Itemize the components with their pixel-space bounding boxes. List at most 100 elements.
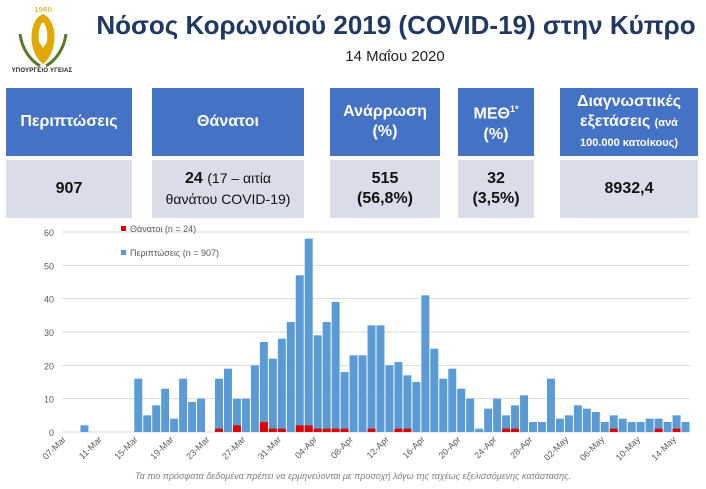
case-bar (529, 422, 537, 432)
x-tick-label: 12-Apr (365, 434, 391, 460)
x-tick-label: 11-Mar (77, 434, 104, 461)
cases-value: 907 (6, 160, 132, 218)
case-bar (188, 402, 197, 432)
footnote: Τα πιο πρόσφατα δεδομένα πρέπει να ερμην… (134, 471, 572, 481)
death-bar (277, 428, 286, 432)
case-bar (250, 365, 259, 432)
case-bar (484, 408, 493, 432)
death-bar (313, 428, 322, 432)
cases-header: Περιπτώσεις (6, 88, 132, 156)
x-tick-label: 06-May (578, 434, 607, 463)
case-bar (457, 388, 466, 432)
case-bar (511, 405, 520, 432)
y-tick-label: 40 (44, 295, 54, 305)
y-tick-label: 10 (44, 395, 54, 405)
case-bar (143, 415, 152, 432)
case-bar (313, 335, 322, 432)
case-bar (232, 398, 241, 432)
case-bar (591, 412, 600, 432)
x-tick-label: 08-Apr (329, 434, 355, 460)
case-bar (197, 398, 206, 432)
case-bar (223, 368, 232, 432)
case-bar (537, 422, 546, 432)
tests-header: Διαγνωστικές εξετάσεις (ανά 100.000 κατοίκ… (560, 88, 698, 156)
case-bar (564, 415, 573, 432)
case-bar (609, 415, 618, 432)
case-bar (394, 362, 403, 432)
deaths-value: 24 (17 – αιτία θανάτου COVID-19) (152, 160, 304, 218)
death-bar (672, 428, 681, 432)
x-tick-label: 24-Apr (472, 434, 498, 460)
page-title: Νόσος Κορωνοϊού 2019 (COVID-19) στην Κύπ… (96, 10, 696, 40)
case-bar (331, 302, 340, 432)
death-bar (331, 428, 340, 432)
x-tick-label: 15-Mar (112, 434, 139, 461)
case-bar (475, 428, 484, 432)
case-bar (627, 422, 636, 432)
x-tick-label: 31-Mar (256, 434, 283, 461)
death-bar (340, 428, 349, 432)
report-date: 14 Μαΐου 2020 (345, 48, 445, 65)
x-tick-label: 10-May (614, 434, 643, 463)
case-bar (295, 275, 304, 432)
x-tick-label: 23-Mar (184, 434, 211, 461)
icu-header: ΜΕΘ1* (%) (458, 88, 534, 156)
case-bar (439, 378, 448, 432)
x-tick-label: 07-Mar (41, 434, 68, 461)
death-bar (304, 425, 313, 432)
case-bar (555, 418, 564, 432)
death-bar (322, 428, 331, 432)
case-bar (466, 398, 475, 432)
death-bar (654, 428, 663, 432)
case-bar (161, 388, 170, 432)
y-tick-label: 20 (44, 361, 54, 371)
death-bar (232, 425, 241, 432)
case-bar (448, 368, 457, 432)
death-bar (609, 428, 618, 432)
recovered-header: Ανάρρωση (%) (330, 88, 440, 156)
case-bar (215, 378, 223, 432)
case-bar (340, 372, 349, 432)
case-bar (663, 422, 672, 432)
death-bar (502, 428, 511, 432)
x-tick-label: 19-Mar (148, 434, 175, 461)
case-bar (645, 418, 654, 432)
case-bar (636, 422, 645, 432)
death-bar (268, 428, 277, 432)
x-tick-label: 02-May (542, 434, 571, 463)
x-tick-label: 14-May (650, 434, 679, 463)
icu-value: 32 (3,5%) (458, 160, 534, 218)
y-tick-label: 60 (44, 228, 54, 238)
death-bar (403, 428, 412, 432)
x-tick-label: 04-Apr (293, 434, 319, 460)
case-bar (304, 238, 313, 432)
cyprus-emblem-icon: 1960 (18, 6, 68, 68)
case-bar (80, 425, 89, 432)
y-tick-label: 0 (49, 428, 54, 438)
death-bar (295, 425, 304, 432)
x-tick-label: 20-Apr (436, 434, 462, 460)
y-tick-label: 50 (44, 261, 54, 271)
case-bar (421, 295, 430, 432)
case-bar (367, 325, 376, 432)
case-bar (520, 395, 529, 432)
legend-swatch-deaths (121, 226, 126, 231)
legend-label-cases: Περιπτώσεις (n = 907) (130, 248, 219, 258)
case-bar (286, 322, 295, 432)
case-bar (681, 422, 690, 432)
case-bar (573, 405, 582, 432)
case-bar (179, 378, 188, 432)
svg-text:1960: 1960 (34, 6, 52, 14)
deaths-header: Θάνατοι (152, 88, 304, 156)
death-bar (367, 428, 376, 432)
case-bar (170, 418, 179, 432)
death-bar (511, 428, 520, 432)
case-bar (600, 422, 609, 432)
case-bar (412, 382, 421, 432)
case-bar (502, 415, 511, 432)
case-bar (259, 342, 268, 432)
case-bar (430, 348, 439, 432)
case-bar (582, 408, 591, 432)
death-bar (259, 422, 268, 432)
legend-label-deaths: Θάνατοι (n = 24) (130, 224, 196, 234)
